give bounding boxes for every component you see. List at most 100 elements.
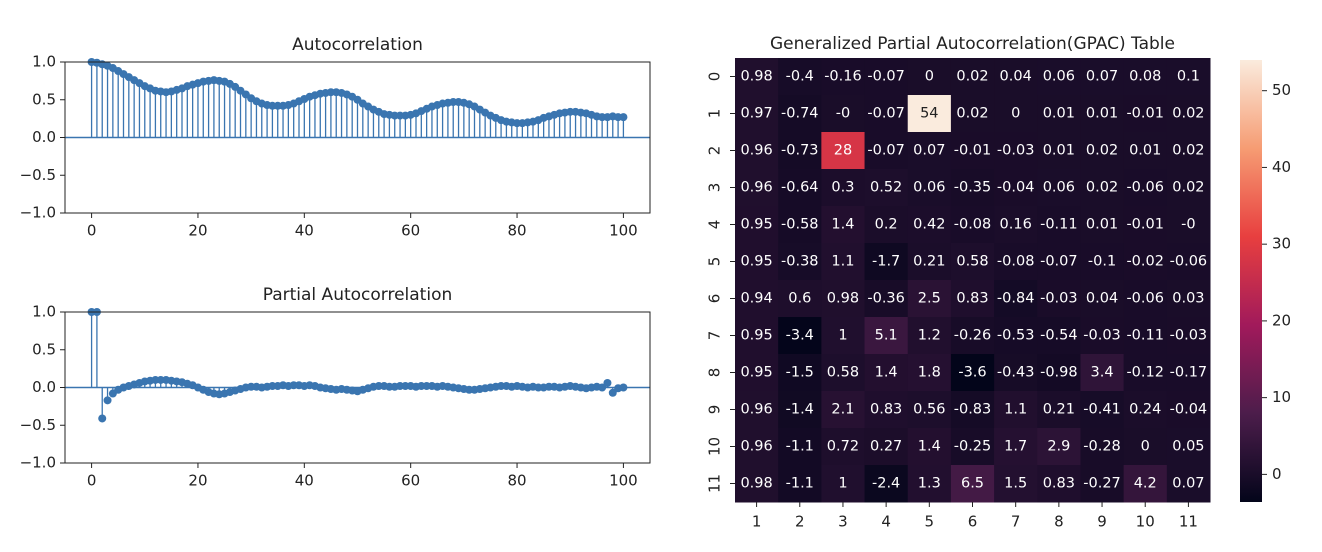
heatmap-cell [1123, 243, 1168, 281]
cell-label: 0.02 [1086, 180, 1118, 196]
heatmap-cell [1166, 280, 1211, 318]
cell-label: 1.8 [918, 365, 941, 381]
heatmap-cell [864, 428, 909, 466]
cell-label: -0.16 [824, 69, 862, 85]
cell-label: -0.03 [1040, 291, 1078, 307]
y-tick-label: −0.5 [20, 166, 56, 184]
heatmap-cell [907, 58, 952, 96]
cell-label: -0.73 [781, 143, 819, 159]
cell-label: 0.95 [740, 365, 772, 381]
heatmap-cell [1123, 132, 1168, 170]
heatmap-cell [950, 317, 995, 355]
y-tick-label: 6 [706, 294, 724, 304]
cell-label: 0.72 [827, 439, 859, 455]
cell-label: 0.98 [827, 291, 859, 307]
cell-label: 1.2 [918, 328, 941, 344]
heatmap-cell [778, 465, 822, 503]
heatmap-cell [994, 132, 1038, 170]
heatmap-cell [735, 206, 779, 244]
cell-label: -0.08 [997, 254, 1035, 270]
colorbar-tick-label: 50 [1272, 81, 1291, 99]
heatmap-cell [778, 132, 822, 170]
x-tick-label: 5 [925, 513, 935, 531]
heatmap-cell [735, 95, 779, 133]
x-tick-label: 20 [188, 472, 207, 490]
heatmap-cell [1037, 391, 1081, 429]
cell-label: 5.1 [875, 328, 898, 344]
cell-label: -1.1 [786, 439, 814, 455]
heatmap-cell [864, 206, 909, 244]
cell-label: -0.01 [1126, 106, 1164, 122]
stem-marker [603, 378, 612, 387]
cell-label: 0.06 [913, 180, 945, 196]
heatmap-cell [1166, 169, 1211, 207]
heatmap-cell [1166, 428, 1211, 466]
heatmap-cell [1166, 317, 1211, 355]
y-tick-label: 5 [706, 257, 724, 267]
y-tick-label: 7 [706, 331, 724, 341]
heatmap-cell [950, 58, 995, 96]
heatmap-cell [1166, 465, 1211, 503]
y-tick-label: 8 [706, 368, 724, 378]
stem-marker [619, 113, 628, 122]
cell-label: 1.1 [831, 254, 854, 270]
heatmap-cell [1166, 132, 1211, 170]
y-tick-label: 0.0 [32, 378, 56, 396]
heatmap-cell [864, 391, 909, 429]
heatmap-cell [864, 169, 909, 207]
heatmap-cell [778, 58, 822, 96]
heatmap-cell [950, 95, 995, 133]
heatmap-cell [1037, 280, 1081, 318]
cell-label: 0.52 [870, 180, 902, 196]
cell-label: -0.08 [954, 217, 992, 233]
cell-label: 0.27 [870, 439, 902, 455]
heatmap-cell [1123, 391, 1168, 429]
x-tick-label: 8 [1054, 513, 1064, 531]
x-tick-label: 9 [1097, 513, 1107, 531]
cell-label: -0.07 [1040, 254, 1078, 270]
cell-label: 0.02 [1172, 106, 1204, 122]
heatmap-cell [1166, 391, 1211, 429]
x-tick-label: 0 [87, 472, 97, 490]
y-tick-label: 10 [706, 437, 724, 456]
cell-label: 0.95 [740, 254, 772, 270]
cell-label: -0.38 [781, 254, 819, 270]
heatmap-cell [1123, 428, 1168, 466]
cell-label: 1 [838, 328, 847, 344]
heatmap-cell [950, 465, 995, 503]
x-tick-label: 11 [1179, 513, 1198, 531]
heatmap-cell [778, 317, 822, 355]
cell-label: 0.05 [1172, 439, 1204, 455]
x-tick-label: 7 [1011, 513, 1021, 531]
heatmap-cell [907, 354, 952, 392]
heatmap-cell [821, 95, 866, 133]
cell-label: -0.04 [1170, 402, 1208, 418]
heatmap-cell [994, 428, 1038, 466]
heatmap-cell [735, 58, 779, 96]
cell-label: 1.4 [875, 365, 898, 381]
cell-label: 0.3 [831, 180, 854, 196]
heatmap-cell [1080, 280, 1125, 318]
x-tick-label: 0 [87, 222, 97, 240]
y-tick-label: 2 [706, 146, 724, 156]
heatmap-cell [950, 132, 995, 170]
cell-label: 0.01 [1086, 106, 1118, 122]
cell-label: 0.01 [1043, 143, 1075, 159]
x-tick-label: 60 [401, 472, 420, 490]
cell-label: 1.4 [918, 439, 941, 455]
y-tick-label: −1.0 [20, 454, 56, 472]
cell-label: -0.36 [867, 291, 905, 307]
heatmap-cell [1037, 206, 1081, 244]
x-tick-label: 40 [295, 472, 314, 490]
y-tick-label: 3 [706, 183, 724, 193]
cell-label: -0.84 [997, 291, 1035, 307]
cell-label: 0.83 [956, 291, 988, 307]
x-tick-label: 6 [968, 513, 978, 531]
cell-label: -0.07 [867, 143, 905, 159]
cell-label: 0.01 [1043, 106, 1075, 122]
cell-label: 2.9 [1047, 439, 1070, 455]
cell-label: 0.94 [740, 291, 772, 307]
cell-label: 54 [920, 106, 938, 122]
cell-label: -0 [836, 106, 850, 122]
